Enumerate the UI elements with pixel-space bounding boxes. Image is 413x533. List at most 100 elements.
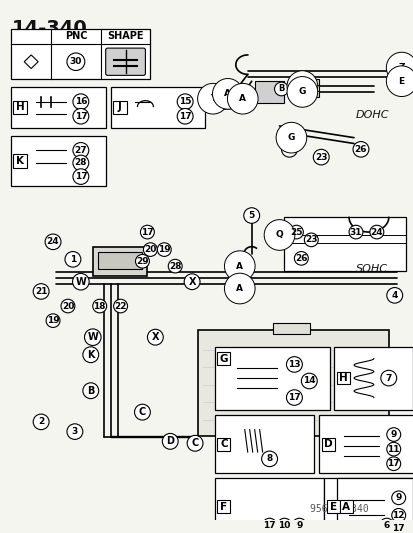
Circle shape [386,287,402,303]
Circle shape [262,518,276,532]
Text: E: E [299,82,305,91]
FancyBboxPatch shape [11,136,105,187]
Text: 17: 17 [141,228,153,237]
Text: 1: 1 [70,255,76,264]
Text: 7: 7 [385,374,391,383]
Text: Z: Z [397,63,404,72]
Text: W: W [75,277,86,287]
Circle shape [73,169,88,184]
FancyBboxPatch shape [336,372,349,384]
Text: B: B [87,386,94,395]
FancyBboxPatch shape [110,87,204,128]
Text: 17: 17 [392,524,404,533]
Text: 17: 17 [287,393,300,402]
FancyBboxPatch shape [254,81,284,103]
Circle shape [348,225,362,239]
Text: 24: 24 [47,237,59,246]
Circle shape [386,457,400,471]
Text: A: A [341,502,349,512]
Text: 17: 17 [74,172,87,181]
Text: SHAPE: SHAPE [107,31,143,42]
FancyBboxPatch shape [333,347,412,410]
Circle shape [73,108,88,124]
Circle shape [292,518,306,532]
Circle shape [45,234,61,249]
Circle shape [286,357,301,372]
Text: W: W [87,332,98,342]
Text: A: A [239,94,246,103]
Text: H: H [338,373,347,383]
Circle shape [289,225,303,239]
Text: 12: 12 [392,511,404,520]
Text: 28: 28 [74,158,87,167]
FancyBboxPatch shape [11,29,150,79]
FancyBboxPatch shape [13,101,27,114]
Text: 2: 2 [38,417,44,426]
Text: 17: 17 [178,112,191,121]
Circle shape [33,284,49,299]
Text: A: A [236,284,243,293]
Text: 17: 17 [74,112,87,121]
Text: 3: 3 [71,427,78,436]
Text: A: A [236,262,243,271]
Circle shape [274,82,288,96]
Text: 18: 18 [93,302,106,311]
Text: PNC: PNC [64,31,87,42]
Text: C: C [191,438,198,448]
Circle shape [67,53,85,70]
Polygon shape [24,55,38,69]
Circle shape [391,522,405,533]
Circle shape [73,142,88,158]
FancyBboxPatch shape [284,217,405,271]
Text: 10: 10 [278,521,290,530]
Text: E: E [398,77,404,86]
FancyBboxPatch shape [323,478,413,533]
Circle shape [391,508,405,522]
Text: 14: 14 [302,376,315,385]
Text: J: J [117,102,121,112]
FancyBboxPatch shape [217,500,230,513]
Text: X: X [188,277,195,287]
Text: B: B [278,85,284,93]
Text: 14-340: 14-340 [11,19,87,38]
Text: D: D [166,437,174,446]
Text: C: C [220,439,227,449]
Circle shape [391,491,405,505]
Text: 5: 5 [248,211,254,220]
Circle shape [135,254,149,268]
FancyBboxPatch shape [11,87,105,128]
Text: 23: 23 [314,152,327,161]
Circle shape [313,149,328,165]
Text: G: G [219,353,228,364]
Circle shape [73,94,88,109]
FancyBboxPatch shape [93,247,147,276]
FancyBboxPatch shape [105,48,145,75]
Text: 9: 9 [394,494,401,502]
Circle shape [304,233,318,247]
FancyBboxPatch shape [336,478,412,533]
Text: 13: 13 [287,360,300,369]
Circle shape [67,424,83,439]
Text: D: D [323,439,332,449]
Circle shape [65,252,81,267]
Text: 19: 19 [47,316,59,325]
FancyBboxPatch shape [197,330,388,435]
Text: X: X [151,332,159,342]
Text: 23: 23 [304,236,317,244]
Text: 20: 20 [62,302,74,311]
Circle shape [261,451,277,467]
Circle shape [46,314,60,327]
Text: 4: 4 [391,291,397,300]
Text: H: H [16,102,25,112]
Text: G: G [298,87,305,96]
Circle shape [168,260,182,273]
Text: 22: 22 [114,302,126,311]
Circle shape [113,299,127,313]
Circle shape [277,518,291,532]
FancyBboxPatch shape [112,101,126,114]
Circle shape [386,427,400,441]
Circle shape [301,373,316,389]
Text: 24: 24 [370,228,382,237]
FancyBboxPatch shape [214,478,323,533]
Text: 9: 9 [389,430,396,439]
